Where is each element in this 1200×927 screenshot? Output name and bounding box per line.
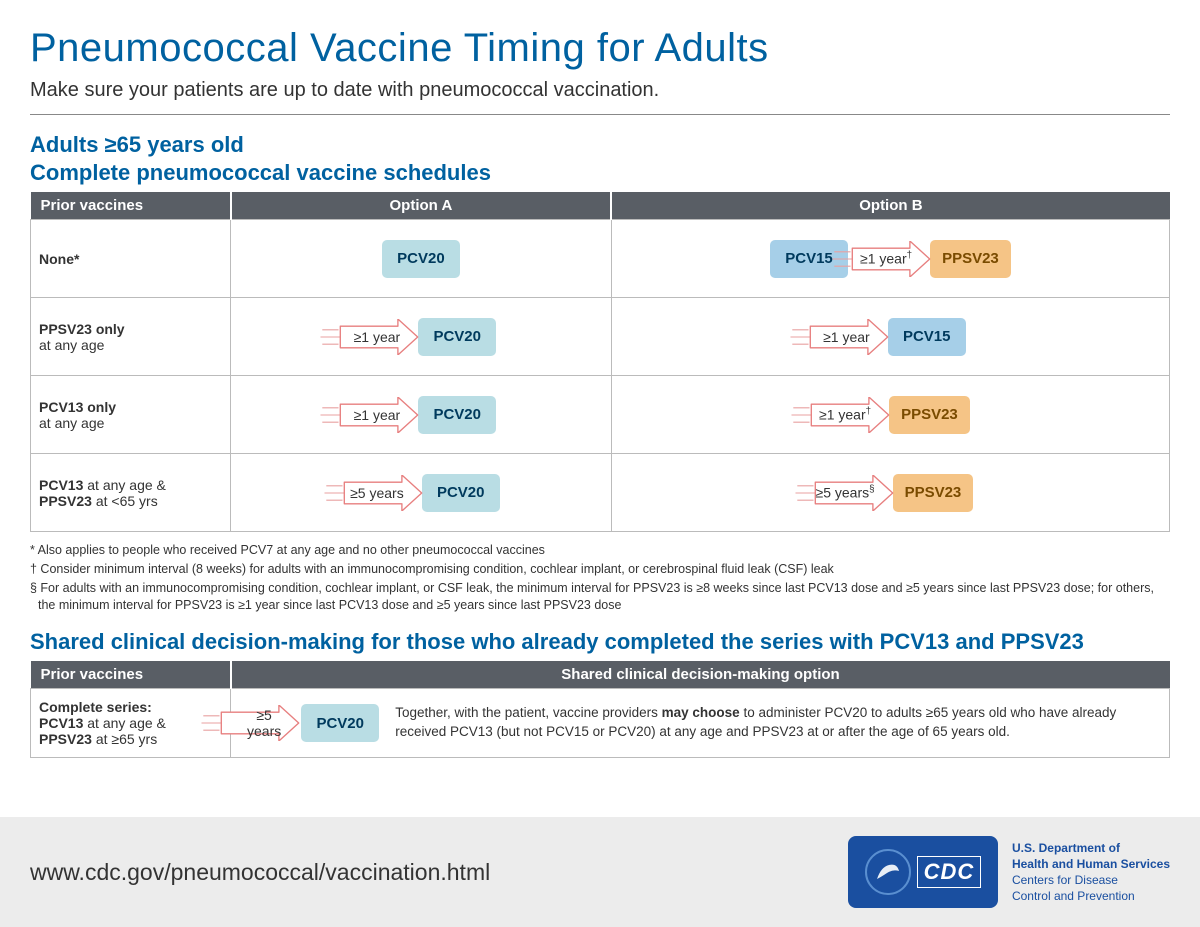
vaccine-pill: PPSV23 — [893, 474, 974, 512]
section1-heading: Adults ≥65 years old Complete pneumococc… — [30, 131, 1170, 186]
col-option-a: Option A — [231, 192, 612, 220]
arrow-icon: ≥1 year† — [811, 396, 885, 434]
col-prior: Prior vaccines — [31, 192, 231, 220]
schedule-row: PCV13 at any age & PPSV23 at <65 yrs≥5 y… — [31, 454, 1170, 532]
arrow-icon: ≥1 year — [346, 318, 415, 356]
vaccine-pill: PPSV23 — [930, 240, 1011, 278]
vaccine-pill: PCV20 — [418, 396, 496, 434]
prior-cell: PCV13 onlyat any age — [31, 376, 231, 454]
cdc-dept-text: U.S. Department of Health and Human Serv… — [1012, 840, 1170, 905]
arrow-icon: ≥1 year† — [852, 240, 926, 278]
prior-cell: PCV13 at any age & PPSV23 at <65 yrs — [31, 454, 231, 532]
schedule-row: None* PCV20 PCV15≥1 year†PPSV23 — [31, 220, 1170, 298]
option-b-cell: ≥1 yearPCV15 — [611, 298, 1169, 376]
vaccine-pill: PCV20 — [418, 318, 496, 356]
scdm-table: Prior vaccines Shared clinical decision-… — [30, 661, 1170, 758]
schedule-row: PCV13 onlyat any age≥1 yearPCV20≥1 year†… — [31, 376, 1170, 454]
scdm-row: Complete series:PCV13 at any age &PPSV23… — [31, 689, 1170, 758]
cdc-attribution: CDC U.S. Department of Health and Human … — [848, 836, 1170, 908]
vaccine-pill: PCV15 — [888, 318, 966, 356]
arrow-icon: ≥5 years — [239, 704, 295, 742]
option-b-cell: PCV15≥1 year†PPSV23 — [611, 220, 1169, 298]
arrow-icon: ≥5 years§ — [808, 474, 889, 512]
option-a-cell: ≥5 yearsPCV20 — [231, 454, 612, 532]
arrow-icon: ≥5 years — [342, 474, 418, 512]
scdm-col-prior: Prior vaccines — [31, 661, 231, 689]
scdm-col-option: Shared clinical decision-making option — [231, 661, 1170, 689]
cdc-wordmark: CDC — [917, 856, 982, 888]
option-a-cell: PCV20 — [231, 220, 612, 298]
vaccine-pill: PPSV23 — [889, 396, 970, 434]
scdm-option: ≥5 years PCV20 Together, with the patien… — [231, 689, 1170, 758]
col-option-b: Option B — [611, 192, 1169, 220]
vaccine-pill: PCV20 — [422, 474, 500, 512]
option-a-cell: ≥1 yearPCV20 — [231, 298, 612, 376]
option-b-cell: ≥1 year†PPSV23 — [611, 376, 1169, 454]
arrow-icon: ≥1 year — [815, 318, 884, 356]
footnotes: * Also applies to people who received PC… — [30, 542, 1170, 614]
page-subtitle: Make sure your patients are up to date w… — [30, 79, 1170, 115]
scdm-description: Together, with the patient, vaccine prov… — [385, 704, 1161, 742]
footer-url: www.cdc.gov/pneumococcal/vaccination.htm… — [30, 859, 490, 886]
page-footer: www.cdc.gov/pneumococcal/vaccination.htm… — [0, 817, 1200, 927]
vaccine-pill: PCV20 — [382, 240, 460, 278]
prior-cell: None* — [31, 220, 231, 298]
option-a-cell: ≥1 yearPCV20 — [231, 376, 612, 454]
cdc-logo: CDC — [848, 836, 998, 908]
vaccine-pill: PCV20 — [301, 704, 379, 742]
section2-heading: Shared clinical decision-making for thos… — [30, 628, 1170, 656]
prior-cell: PPSV23 onlyat any age — [31, 298, 231, 376]
schedule-table: Prior vaccines Option A Option B None* PC… — [30, 192, 1170, 532]
hhs-seal-icon — [865, 849, 911, 895]
arrow-icon: ≥1 year — [346, 396, 415, 434]
schedule-row: PPSV23 onlyat any age≥1 yearPCV20≥1 year… — [31, 298, 1170, 376]
option-b-cell: ≥5 years§PPSV23 — [611, 454, 1169, 532]
page-title: Pneumococcal Vaccine Timing for Adults — [30, 26, 1170, 71]
